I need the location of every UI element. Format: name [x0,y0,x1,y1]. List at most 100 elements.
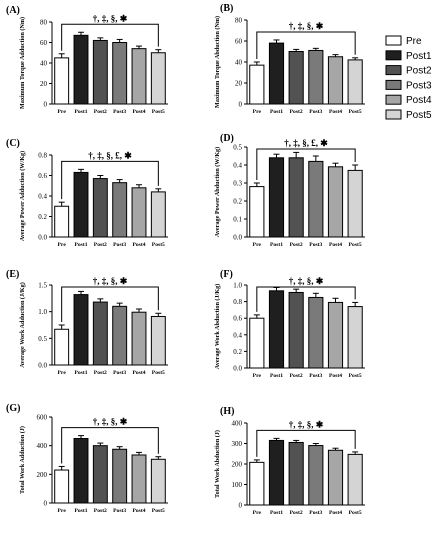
y-tick-label: 0 [239,502,243,510]
x-tick-label: Post5 [349,510,362,516]
x-tick-label: Post3 [309,242,322,248]
chart-panel-d: (D) 0.0 0.1 0.2 0.3 0.4 0.5 Average Power Abduc… [214,133,365,248]
x-tick-label: Post5 [152,109,165,115]
legend: Pre Post1 Post2 Post3 Post4 Post5 [385,35,432,121]
y-tick-label: 80 [235,17,243,25]
y-tick-label: 400 [37,442,48,450]
x-tick-label: Post1 [270,510,283,516]
x-tick-label: Post4 [132,242,145,248]
y-tick-label: 0.5 [38,335,47,343]
bar-post1 [73,294,89,366]
bar-post4 [327,301,344,369]
x-tick-label: Post3 [309,109,322,115]
x-tick-label: Post5 [349,373,362,379]
y-tick-label: 0.0 [233,365,242,373]
significance-label: †, ‡, §, ✱ [93,276,128,286]
bar-post4 [131,48,147,105]
x-tick-label: Pre [253,510,262,516]
x-tick-label: Pre [58,242,67,248]
y-tick-label: 200 [232,461,243,469]
significance-bracket [256,286,356,312]
bar-post3 [112,448,128,504]
legend-swatch [385,35,402,46]
bar-post3 [308,49,324,105]
y-tick-label: 20 [40,80,48,88]
y-axis-label: Average Work Abduction (J/Kg) [214,284,221,370]
y-tick-label: 80 [40,19,48,27]
y-tick-label: 60 [40,39,48,47]
legend-label: Post2 [406,66,432,77]
significance-label: †, ‡, §, £, ✱ [284,138,328,148]
bar-post3 [308,160,324,238]
x-tick-label: Pre [58,109,67,115]
y-tick-label: 0 [44,500,48,508]
x-tick-label: Post3 [309,510,322,516]
bar-pre [54,469,70,504]
x-tick-label: Post2 [94,370,107,376]
y-tick-label: 0.4 [233,162,242,170]
chart-panel-c: (C) 0.0 0.2 0.4 0.6 0.8 Average Power Adductio… [6,138,168,248]
panel-label: (D) [220,133,234,144]
panel-label: (G) [6,403,20,414]
significance-bracket [256,31,356,59]
bar-post2 [92,39,108,105]
x-tick-label: Post4 [329,109,342,115]
legend-label: Post5 [406,110,432,121]
bar-post2 [92,445,108,504]
y-tick-label: 60 [235,38,243,46]
bar-post2 [288,291,304,369]
legend-swatch [385,94,402,105]
x-tick-label: Post5 [152,508,165,514]
y-tick-label: 100 [232,481,243,489]
x-tick-label: Post3 [113,242,126,248]
x-tick-label: Post5 [349,242,362,248]
panels: (A) 0 20 40 60 80 Maximum Torque Adduction (Nm… [6,3,365,516]
y-axis-label: Average Power Abduction (W/Kg) [214,147,221,237]
y-axis-label: Average Power Adduction (W/Kg) [19,151,26,241]
x-tick-label: Pre [58,370,67,376]
legend-item-post5: Post5 [385,109,432,121]
x-tick-label: Post2 [290,109,303,115]
panel-label: (H) [220,406,234,417]
y-tick-label: 40 [235,59,243,67]
y-tick-label: 1.0 [38,308,47,316]
chart-panel-h: (H) 0 100 200 300 400 Total Work Abduction (J)… [214,406,365,516]
x-tick-label: Post2 [94,508,107,514]
bar-post1 [73,438,89,504]
y-tick-label: 1.5 [38,282,47,290]
bar-post5 [150,191,166,238]
x-tick-label: Post5 [152,370,165,376]
bar-post5 [347,453,363,506]
y-tick-label: 0.6 [38,172,47,180]
bar-pre [249,461,265,506]
legend-label: Post4 [406,95,432,106]
x-tick-label: Post1 [74,370,87,376]
y-tick-label: 0.8 [38,152,47,160]
y-axis-label: Total Work Adduction (J) [19,426,26,494]
bar-post5 [347,59,363,105]
panel-label: (A) [6,5,20,16]
significance-label: †, ‡, §, ✱ [289,21,324,31]
y-tick-label: 0.6 [233,315,242,323]
bar-post1 [268,157,285,238]
legend-item-post2: Post2 [385,65,432,77]
y-tick-label: 400 [232,420,243,428]
y-tick-label: 0 [44,101,48,109]
significance-label: †, ‡, §, ✱ [289,276,324,286]
bar-post3 [112,305,128,366]
significance-label: †, ‡, §, ✱ [93,13,128,23]
significance-bracket [61,160,159,200]
y-tick-label: 40 [40,60,48,68]
bar-post5 [150,315,166,366]
legend-swatch [385,109,402,120]
x-tick-label: Post2 [290,510,303,516]
bar-post2 [92,178,108,238]
chart-panel-g: (G) 0 200 400 600 Total Work Adduction (J) Pre… [6,403,168,514]
x-tick-label: Post4 [132,508,145,514]
x-tick-label: Pre [253,373,262,379]
bar-post4 [327,166,344,238]
x-tick-label: Post1 [270,109,283,115]
bar-post1 [73,171,89,238]
legend-item-post3: Post3 [385,79,432,91]
bar-pre [249,64,265,105]
